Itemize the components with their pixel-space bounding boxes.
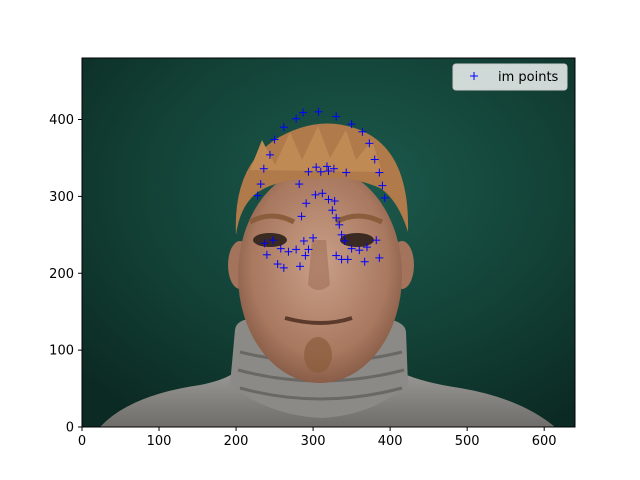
data-point bbox=[295, 180, 304, 189]
legend-entry-label: im points bbox=[498, 70, 559, 85]
x-tick-label: 600 bbox=[532, 434, 557, 449]
data-point bbox=[311, 190, 320, 199]
axes-frame bbox=[81, 57, 576, 428]
data-point bbox=[370, 155, 379, 164]
data-point bbox=[365, 139, 374, 148]
x-tick-label: 200 bbox=[224, 434, 249, 449]
data-point bbox=[347, 120, 356, 129]
y-tick-label: 400 bbox=[49, 113, 74, 128]
data-point bbox=[273, 260, 282, 269]
data-point bbox=[375, 168, 384, 177]
data-point bbox=[265, 150, 274, 159]
y-tick-label: 100 bbox=[49, 344, 74, 359]
legend-box bbox=[452, 63, 568, 91]
legend: im points bbox=[452, 63, 568, 91]
data-point bbox=[378, 181, 387, 190]
data-point bbox=[324, 167, 333, 176]
data-point bbox=[269, 236, 278, 245]
data-point bbox=[253, 191, 262, 200]
face-photo bbox=[82, 58, 575, 427]
x-tick-label: 500 bbox=[455, 434, 480, 449]
data-point bbox=[372, 236, 381, 245]
data-point bbox=[292, 114, 301, 123]
data-point bbox=[329, 164, 338, 173]
data-point bbox=[330, 196, 339, 205]
y-axis: 0 100 200 300 400 bbox=[49, 113, 82, 436]
data-point bbox=[304, 167, 313, 176]
data-point bbox=[316, 167, 325, 176]
data-point bbox=[322, 162, 331, 171]
data-point bbox=[304, 245, 313, 254]
data-point bbox=[260, 239, 269, 248]
data-point bbox=[355, 246, 364, 255]
data-point bbox=[276, 244, 285, 253]
data-point bbox=[335, 220, 344, 229]
data-point bbox=[332, 213, 341, 222]
x-tick-label: 400 bbox=[378, 434, 403, 449]
data-point bbox=[332, 112, 341, 121]
data-point bbox=[270, 135, 279, 144]
x-tick-label: 0 bbox=[78, 434, 86, 449]
y-tick-label: 0 bbox=[66, 421, 74, 436]
data-point bbox=[324, 195, 333, 204]
data-point bbox=[301, 251, 310, 260]
data-point bbox=[340, 236, 349, 245]
data-point bbox=[342, 168, 351, 177]
data-point bbox=[314, 107, 323, 116]
data-point bbox=[299, 108, 308, 117]
x-tick-label: 100 bbox=[147, 434, 172, 449]
data-point bbox=[297, 212, 306, 221]
data-point bbox=[302, 199, 311, 208]
data-point bbox=[256, 180, 265, 189]
data-point bbox=[295, 262, 304, 271]
data-point bbox=[375, 253, 384, 262]
data-point bbox=[363, 243, 372, 252]
data-point bbox=[343, 255, 352, 264]
data-point bbox=[360, 257, 369, 266]
legend-marker-icon bbox=[470, 72, 478, 80]
data-point bbox=[309, 233, 318, 242]
y-tick-label: 300 bbox=[49, 190, 74, 205]
data-point bbox=[337, 230, 346, 239]
data-point bbox=[332, 251, 341, 260]
data-point bbox=[328, 206, 337, 215]
data-point bbox=[279, 263, 288, 272]
data-point bbox=[299, 236, 308, 245]
data-point bbox=[347, 244, 356, 253]
data-point bbox=[262, 250, 271, 259]
data-point bbox=[318, 189, 327, 198]
y-tick-label: 200 bbox=[49, 267, 74, 282]
data-point bbox=[380, 193, 389, 202]
scatter-series-im-points bbox=[253, 107, 389, 272]
x-tick-label: 300 bbox=[301, 434, 326, 449]
data-point bbox=[358, 127, 367, 136]
x-axis: 0 100 200 300 400 500 600 bbox=[78, 427, 557, 449]
data-point bbox=[259, 164, 268, 173]
data-point bbox=[284, 247, 293, 256]
data-point bbox=[279, 123, 288, 132]
data-point bbox=[312, 163, 321, 172]
data-point bbox=[292, 245, 301, 254]
